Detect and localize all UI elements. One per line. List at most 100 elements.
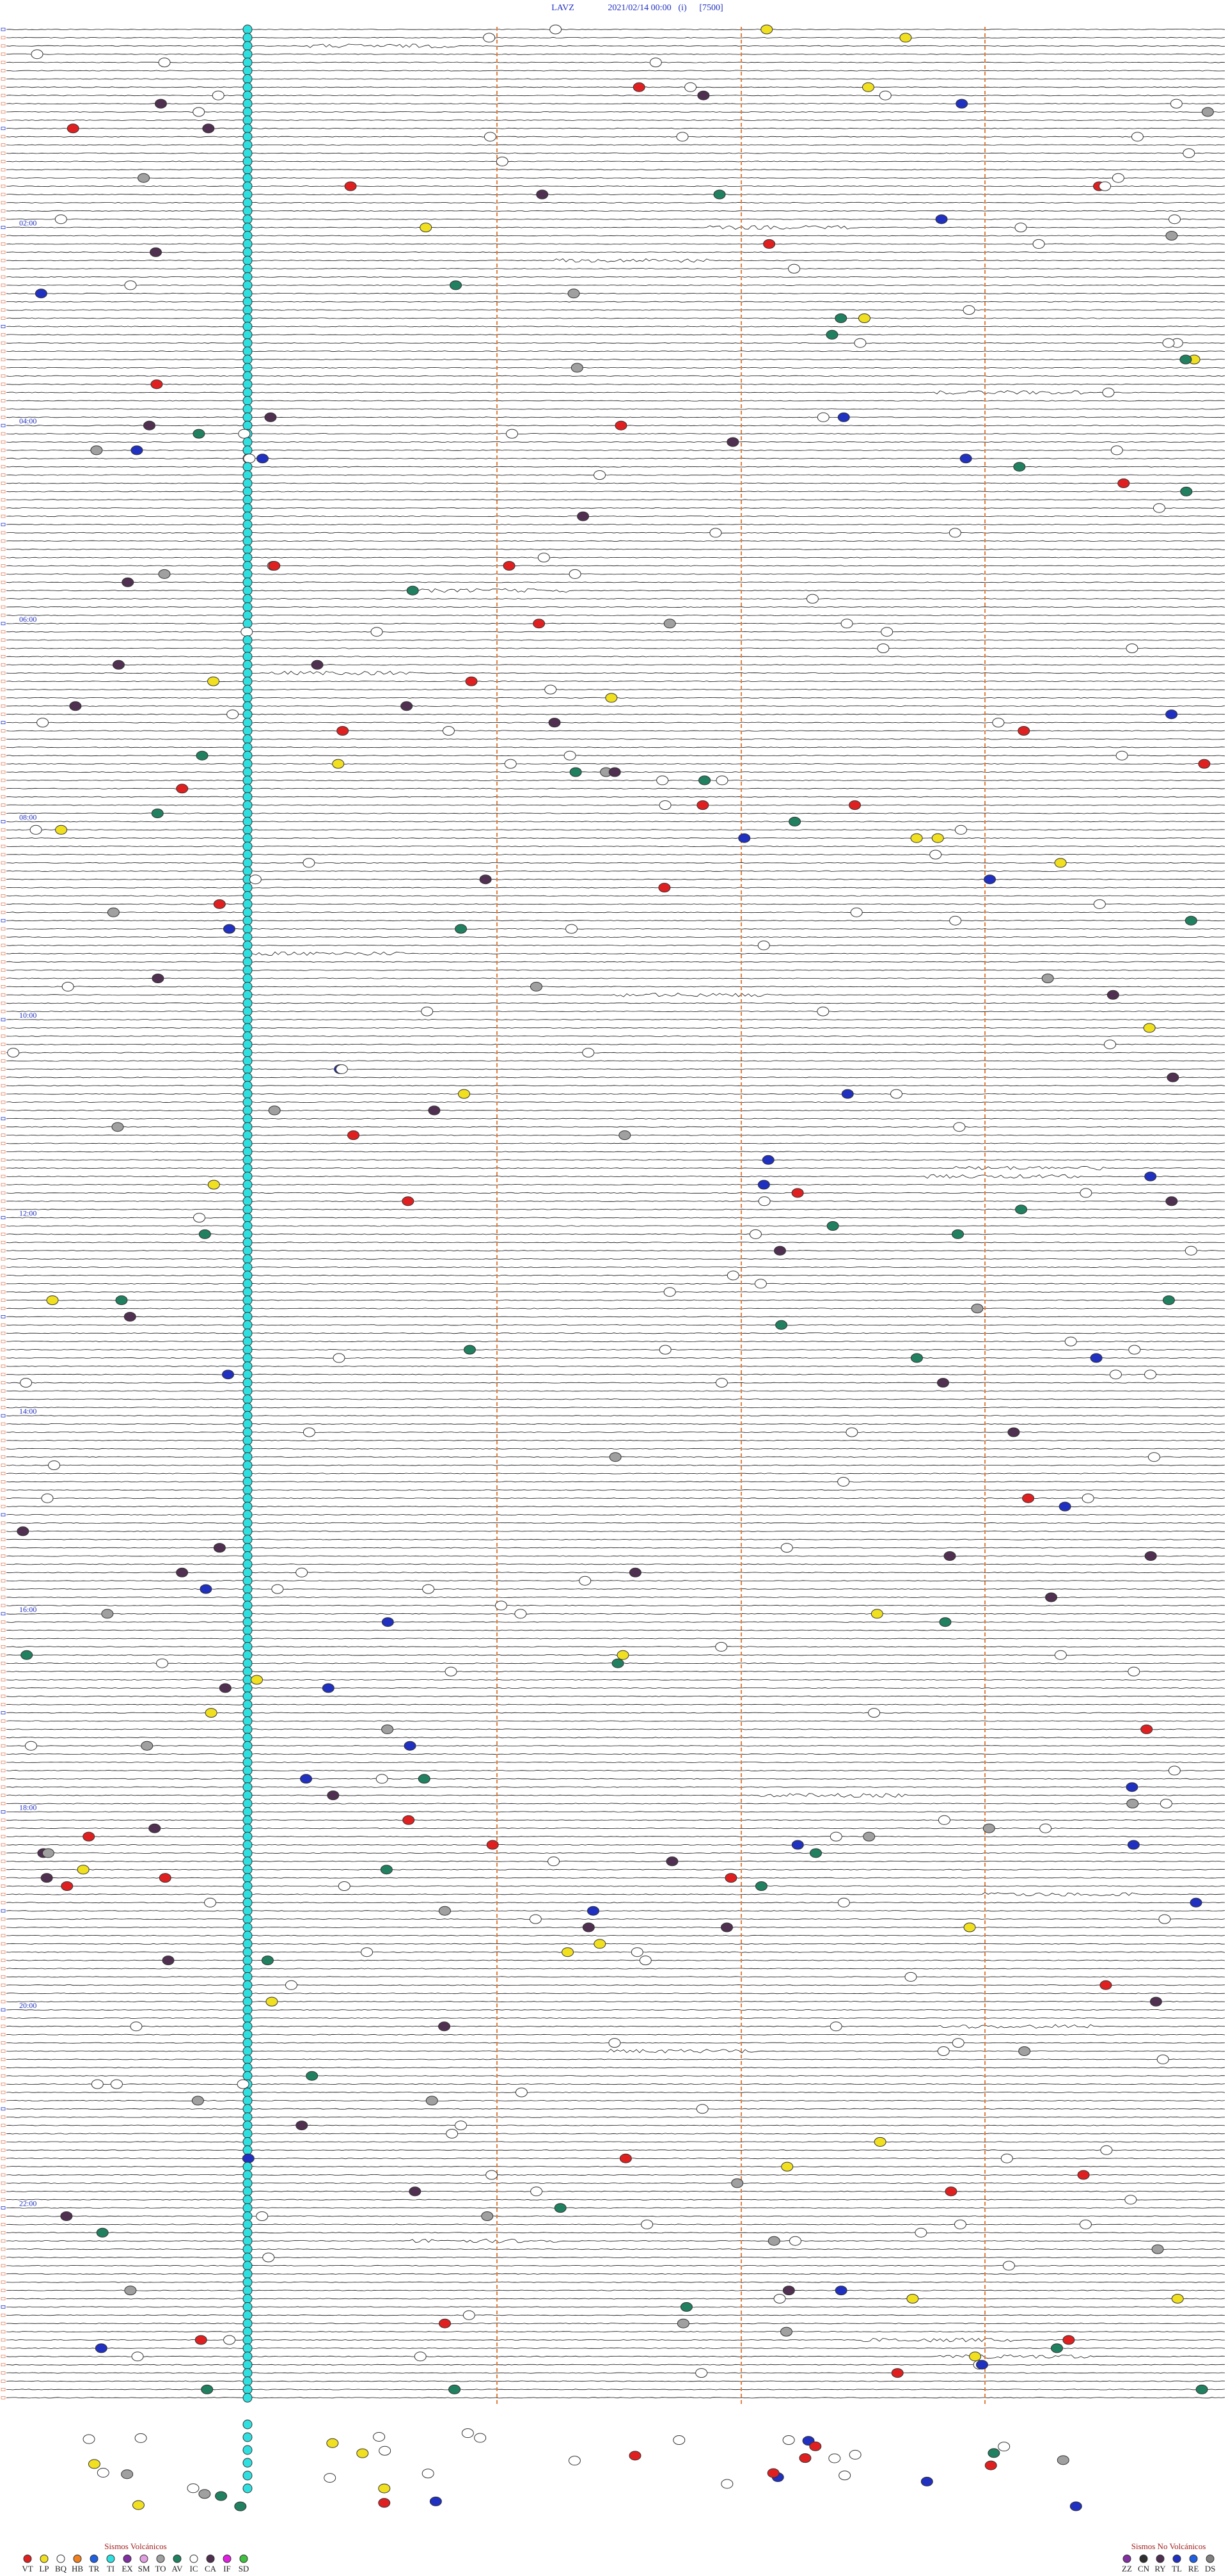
trace-tick [1,1174,6,1178]
trace [6,1332,1225,1334]
trace-tick [1,1629,6,1632]
trace [6,516,1225,518]
ti-marker [242,701,253,711]
event-marker [77,1865,90,1875]
trace-tick [1,1818,6,1822]
trace-tick [1,226,6,230]
event-marker [629,1567,642,1577]
trace [6,225,1225,230]
trace [6,2354,1225,2359]
trace-tick [1,201,6,205]
event-marker [428,1105,441,1116]
ti-marker [242,494,253,505]
hour-label: 04:00 [19,416,36,425]
trace-tick [1,2321,6,2325]
event-marker [1128,1345,1141,1355]
trace-tick [1,250,6,254]
event-marker [938,1815,950,1825]
event-marker [709,528,722,538]
event-marker [537,553,550,563]
trace [6,2009,1225,2011]
trace-tick [1,1422,6,1426]
ti-marker [242,1469,253,1478]
trace-tick [1,1860,6,1863]
event-marker [256,454,269,464]
event-marker [176,784,189,794]
trace-tick [1,209,6,213]
trace [6,1357,1225,1359]
trace-tick [1,2355,6,2359]
ti-marker [242,462,253,472]
event-marker [754,1279,767,1289]
ti-marker [242,2445,253,2455]
ti-marker [242,1658,253,1668]
event-marker [1051,2343,1064,2353]
trace-tick [1,2206,6,2210]
ti-marker [242,965,253,976]
trace [6,482,1225,484]
ti-marker [242,2227,253,2238]
trace [6,43,1225,49]
event-marker [143,420,156,431]
event-marker [806,594,819,604]
trace-tick [1,1917,6,1921]
event-marker [450,280,462,290]
ti-marker [242,1180,253,1190]
trace-tick [1,1084,6,1087]
ti-marker [242,841,253,851]
trace-tick [1,1794,6,1798]
event-marker [234,2501,247,2511]
event-marker [1103,1039,1116,1050]
event-marker [849,800,862,810]
event-marker [618,1130,631,1141]
trace [6,1959,1225,1961]
event-marker [250,1675,263,1685]
legend-code: TL [1172,2564,1182,2573]
trace-tick [1,1835,6,1838]
event-marker [554,2203,567,2213]
ti-marker [242,676,253,686]
trace-tick [1,127,6,130]
ti-marker [242,2219,253,2229]
traces [1,28,1225,2399]
trace [6,1341,1225,1343]
ti-marker [242,396,253,406]
ti-marker [242,1262,253,1272]
ti-marker [242,1336,253,1347]
trace-tick [1,2132,6,2135]
ti-marker [242,2161,253,2172]
event-marker [69,701,82,711]
ti-marker [242,1873,253,1883]
trace-tick [1,2371,6,2375]
event-marker [910,833,923,843]
trace [6,1166,1225,1171]
event-marker [361,1947,374,1957]
trace-tick [1,1068,6,1071]
event-marker [1156,2054,1169,2064]
trace-tick [1,1299,6,1302]
hour-label: 06:00 [19,615,36,624]
event-marker [715,1378,728,1388]
trace [6,837,1225,839]
trace-tick [1,1018,6,1022]
event-marker [24,1741,37,1751]
trace-tick [1,242,6,246]
event-marker [1014,223,1027,233]
trace-tick [1,1364,6,1368]
ti-marker [242,1848,253,1858]
trace [6,2108,1225,2110]
event-marker [963,1922,976,1932]
trace-tick [1,1876,6,1880]
ti-marker [242,379,253,390]
ti-marker [242,1229,253,1239]
ti-marker [242,1790,253,1801]
event-marker [514,1609,527,1619]
trace-tick [1,1339,6,1343]
event-marker [780,2327,793,2337]
trace [6,1027,1225,1029]
event-marker [992,718,1005,728]
event-marker [333,1353,345,1363]
trace [6,251,1225,253]
event-marker [496,156,508,166]
trace [6,1473,1225,1474]
